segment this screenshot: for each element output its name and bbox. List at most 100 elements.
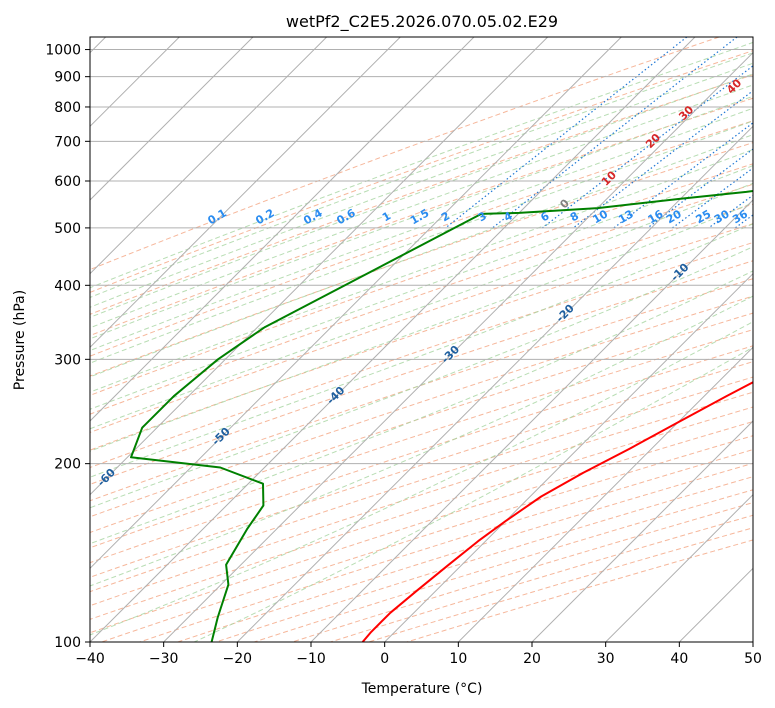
background-lines — [90, 37, 753, 642]
x-tick-label: 10 — [449, 651, 467, 667]
pressure-gridlines — [90, 49, 753, 642]
isotherm-line — [531, 420, 753, 642]
dry-adiabat — [90, 120, 753, 357]
dry-adiabat — [90, 260, 753, 485]
moist-adiabat — [90, 223, 753, 478]
mixing-ratio-label: 13 — [616, 207, 636, 226]
dry-adiabat — [90, 329, 753, 549]
isotherm-label: -70 — [0, 507, 4, 530]
mixing-ratio-label: 8 — [568, 209, 581, 224]
dry-adiabat — [90, 183, 753, 415]
mixing-ratio-label: 25 — [693, 207, 713, 226]
y-tick-label: 800 — [54, 100, 81, 116]
isotherm-line — [90, 37, 254, 201]
x-axis-label: Temperature (°C) — [361, 681, 483, 697]
isotherm-line — [90, 37, 475, 422]
x-axis: −40 −30 −20 −10 0 10 20 30 40 50 — [75, 642, 762, 667]
moist-adiabat — [90, 95, 753, 340]
moist-adiabat-label: 40 — [724, 76, 744, 96]
x-tick-label: −10 — [296, 651, 326, 667]
mixing-ratio-label: 10 — [590, 207, 610, 226]
series-layer — [130, 190, 753, 642]
dry-adiabat — [90, 295, 753, 518]
mixing-ratio-label: 1 — [380, 209, 393, 224]
moist-adiabat — [90, 52, 753, 298]
dry-adiabat — [292, 502, 753, 642]
moist-adiabat — [90, 41, 753, 289]
mixing-ratio-label: 3 — [476, 209, 489, 224]
dry-adiabat — [90, 391, 753, 607]
dry-adiabat — [139, 449, 753, 642]
dry-adiabat — [90, 97, 753, 337]
isotherm-line — [90, 37, 622, 570]
dry-adiabat — [90, 74, 753, 315]
y-tick-label: 100 — [54, 635, 81, 651]
moist-adiabat — [90, 321, 753, 636]
dry-adiabat — [177, 462, 753, 642]
dry-adiabat — [254, 489, 753, 642]
isotherm-line — [384, 272, 753, 642]
dry-adiabat — [101, 435, 753, 642]
y-tick-label: 1000 — [45, 43, 81, 59]
isotherm-line — [457, 346, 753, 642]
isotherm-line — [752, 641, 753, 642]
moist-adiabat — [90, 202, 753, 452]
dry-adiabat — [90, 376, 753, 593]
moist-adiabat — [90, 84, 753, 329]
isotherm-line — [236, 125, 753, 642]
moist-adiabat — [90, 246, 753, 509]
mixing-ratio-line — [492, 37, 738, 229]
moist-adiabat — [90, 134, 753, 378]
y-axis: 100 200 300 400 500 600 700 800 900 1000 — [45, 43, 90, 651]
y-axis-label: Pressure (hPa) — [12, 290, 28, 390]
x-tick-label: −30 — [149, 651, 179, 667]
temperature-profile-line — [361, 381, 753, 642]
moist-adiabat — [90, 270, 753, 545]
x-tick-label: −40 — [75, 651, 105, 667]
isotherm-line — [605, 493, 753, 642]
mixing-ratio-label: 2 — [439, 209, 452, 224]
dry-adiabat — [90, 142, 753, 377]
moist-adiabat — [90, 62, 753, 308]
dry-adiabat — [90, 241, 753, 469]
moist-adiabat — [90, 120, 753, 364]
moist-adiabat — [90, 107, 753, 352]
mixing-ratio-label: 1.5 — [408, 206, 431, 227]
isotherm-line — [90, 37, 328, 275]
dry-adiabat — [90, 163, 753, 396]
y-tick-label: 900 — [54, 70, 81, 86]
y-tick-label: 400 — [54, 278, 81, 294]
y-tick-label: 300 — [54, 352, 81, 368]
mixing-ratio-label: 0.2 — [253, 206, 276, 227]
x-tick-label: 30 — [597, 651, 615, 667]
plot-frame — [89, 36, 754, 643]
isotherm-line — [163, 51, 753, 642]
x-tick-label: −20 — [223, 651, 253, 667]
isotherm-line — [90, 37, 401, 349]
moist-adiabat — [90, 295, 753, 587]
dry-adiabat — [90, 345, 753, 564]
x-tick-label: 40 — [670, 651, 688, 667]
mixing-ratio-line — [542, 65, 753, 229]
dry-adiabat — [330, 514, 753, 642]
isotherm-line — [310, 199, 753, 642]
mixing-ratio-line — [613, 122, 753, 229]
chart-title: wetPf2_C2E5.2026.070.05.02.E29 — [286, 12, 558, 32]
mixing-ratio-line — [445, 37, 688, 229]
y-tick-label: 700 — [54, 134, 81, 150]
mixing-ratio-line — [734, 214, 753, 229]
mixing-ratio-label: 0.4 — [301, 206, 325, 227]
moist-adiabat — [193, 346, 753, 642]
dry-adiabat — [215, 476, 753, 642]
isotherm-line — [678, 567, 753, 642]
x-tick-label: 50 — [744, 651, 762, 667]
x-tick-label: 0 — [380, 651, 389, 667]
dewpoint-profile-line — [130, 190, 753, 642]
mixing-ratio-label: 0.6 — [334, 206, 358, 227]
mixing-ratio-label: 20 — [664, 207, 684, 226]
dry-adiabat — [90, 278, 753, 502]
dry-adiabat — [90, 361, 753, 578]
isotherm-line — [90, 37, 696, 642]
moist-adiabat — [90, 182, 753, 430]
